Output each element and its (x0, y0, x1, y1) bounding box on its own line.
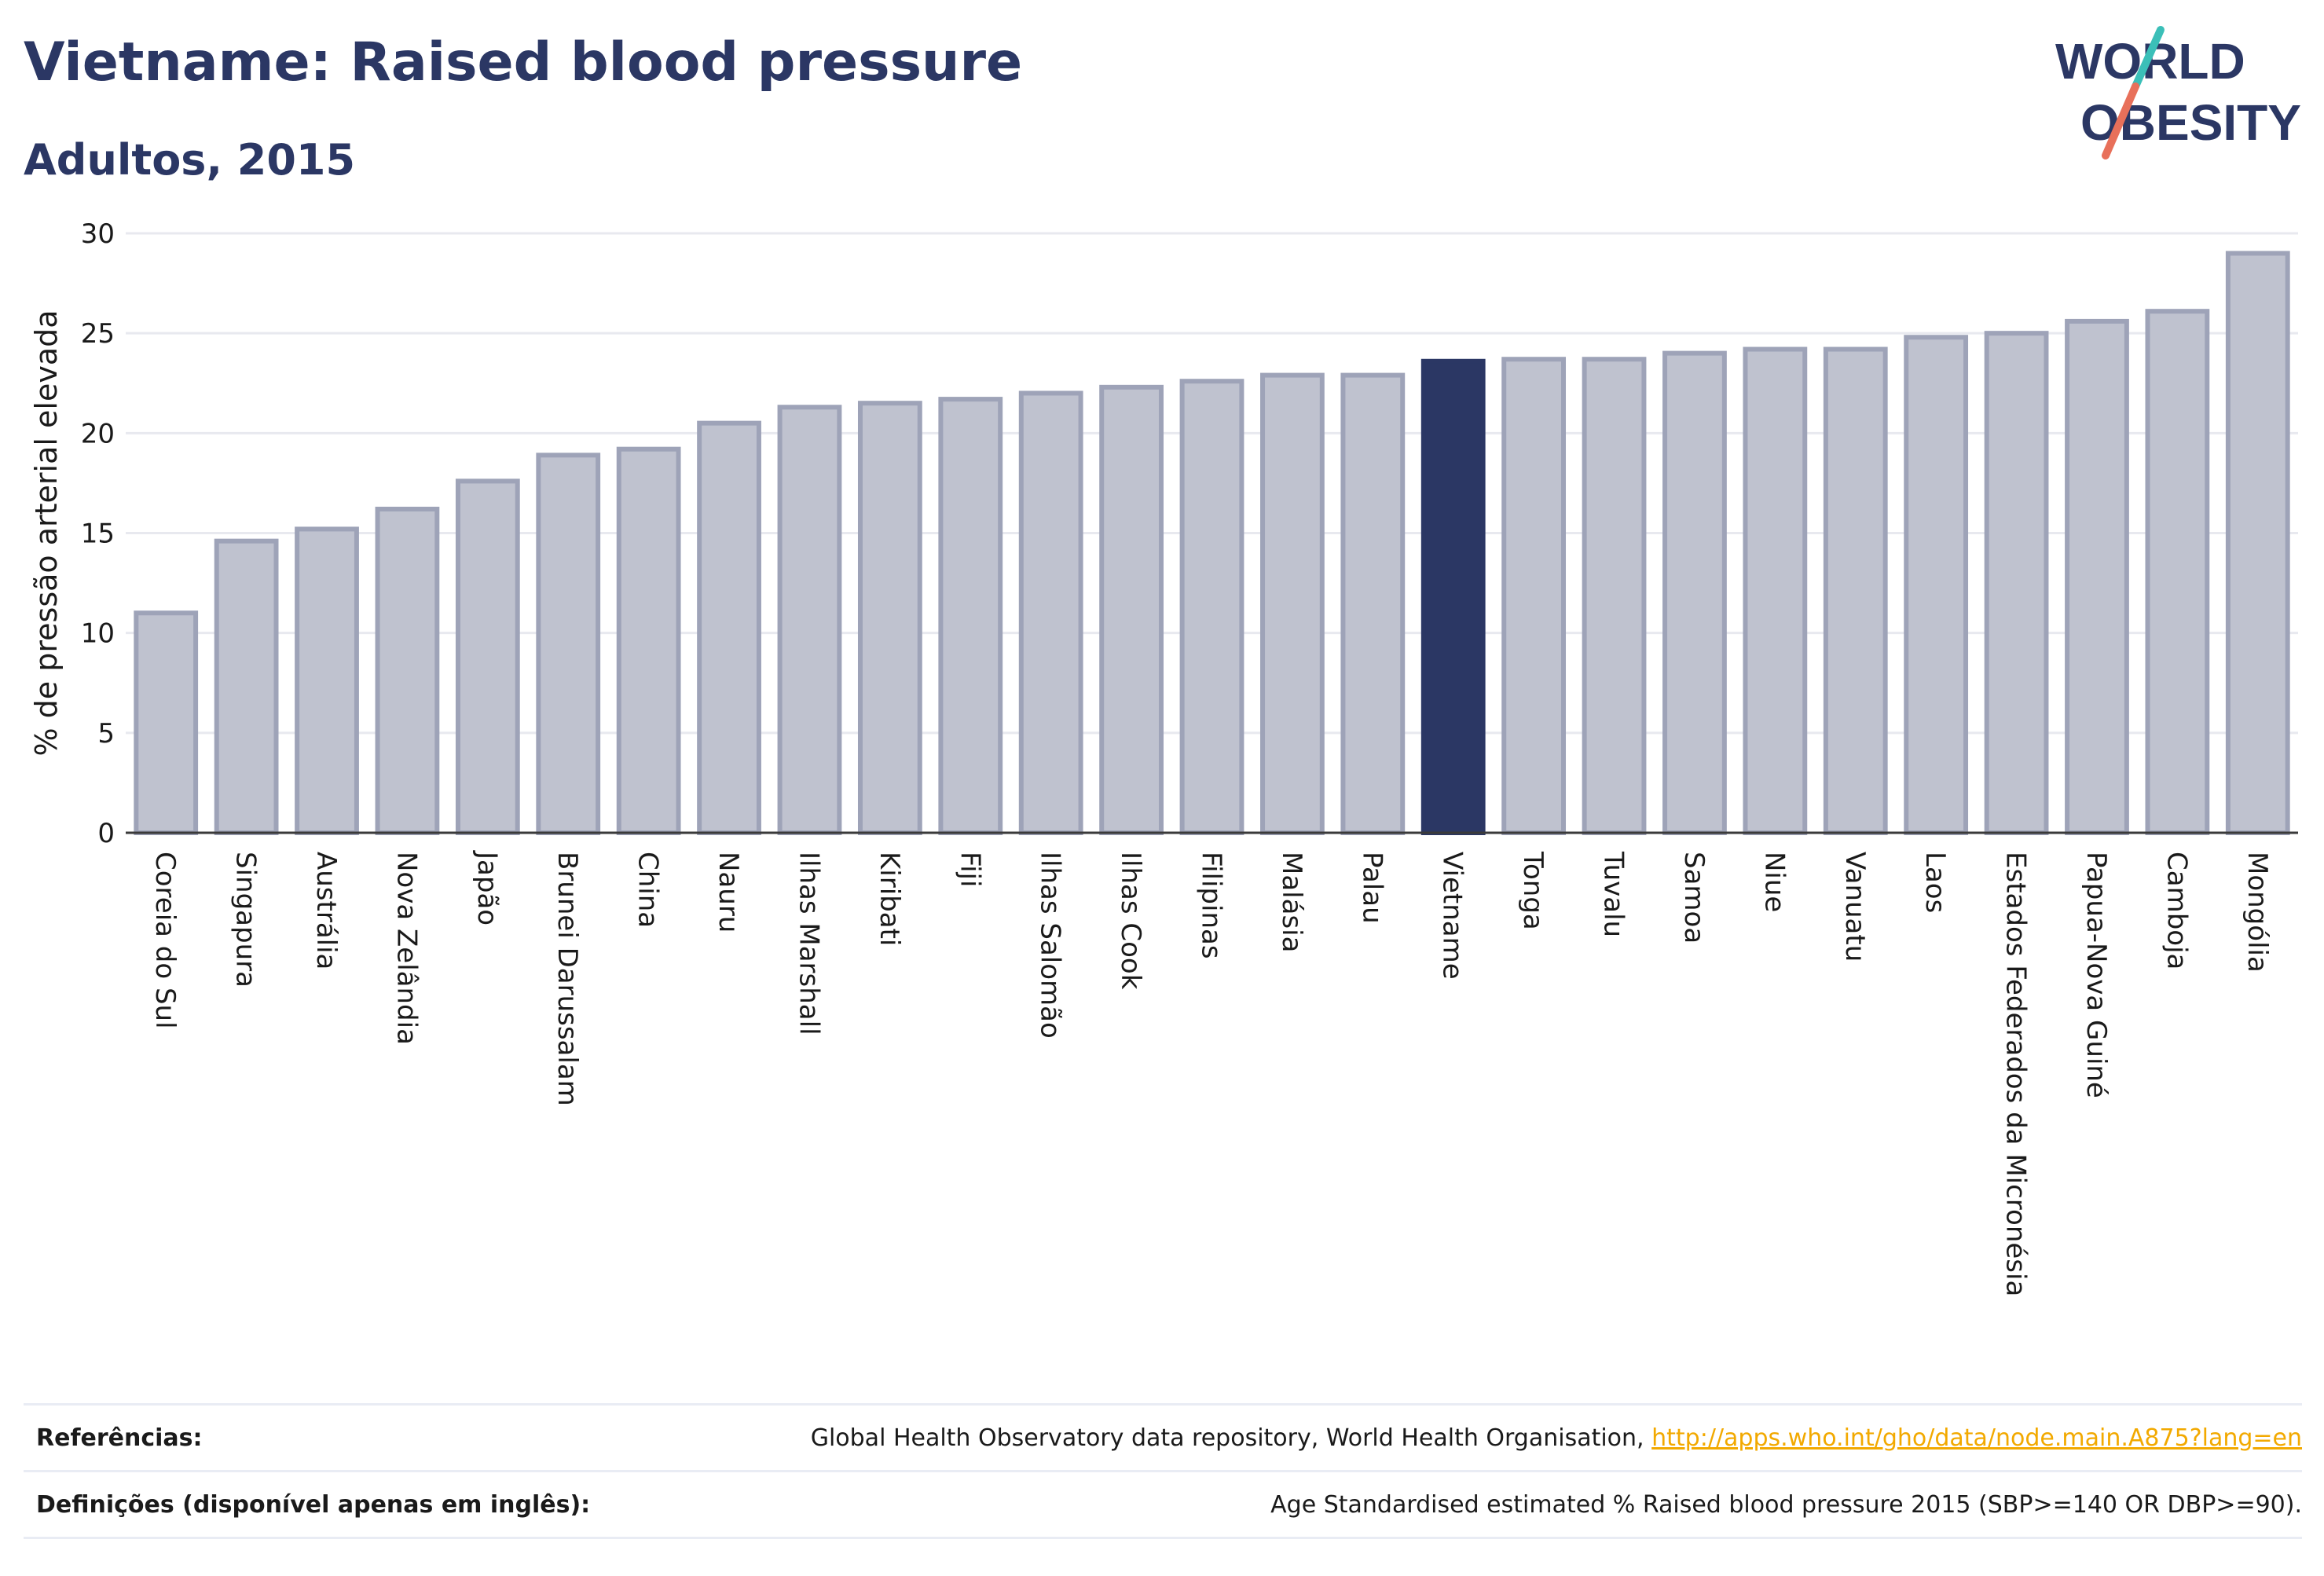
x-tick-label: Tonga (1517, 851, 1549, 930)
definitions-label: Definições (disponível apenas em inglês)… (36, 1490, 591, 1519)
bar (857, 401, 922, 835)
bar (616, 446, 681, 835)
bar (214, 538, 279, 835)
x-tick-label: Nova Zelândia (390, 852, 422, 1045)
references-label: Referências: (36, 1424, 203, 1452)
bar (697, 420, 761, 835)
bar (1662, 350, 1727, 836)
references-link[interactable]: http://apps.who.int/gho/data/node.main.A… (1651, 1424, 2302, 1452)
bar (455, 478, 520, 836)
bar (938, 397, 1003, 835)
bar (1340, 372, 1406, 835)
x-tick-label: Samoa (1678, 852, 1710, 944)
bar (1420, 358, 1486, 836)
x-tick-label: China (632, 852, 664, 928)
x-tick-label: Nauru (713, 852, 744, 933)
y-axis-label: % de pressão arterial elevada (29, 310, 64, 756)
x-tick-label: Ilhas Cook (1115, 852, 1146, 990)
references-text: Global Health Observatory data repositor… (810, 1424, 1644, 1452)
bar (1018, 390, 1083, 835)
bar (134, 610, 199, 835)
x-tick-label: Fiji (954, 852, 985, 887)
y-tick-label: 0 (97, 818, 115, 849)
y-tick-label: 20 (81, 418, 115, 449)
bar (1743, 346, 1808, 836)
definitions-row: Definições (disponível apenas em inglês)… (24, 1470, 2302, 1539)
y-tick-label: 30 (81, 218, 115, 250)
bar (1260, 372, 1325, 835)
x-tick-label: Vietname (1437, 852, 1468, 980)
x-tick-label: Tuvalu (1598, 851, 1629, 937)
bar (2145, 309, 2210, 835)
y-tick-label: 10 (81, 618, 115, 650)
x-tick-label: Kiribati (874, 852, 905, 946)
bar (2225, 251, 2290, 835)
x-tick-label: Vanuatu (1839, 852, 1871, 962)
x-tick-label: Filipinas (1196, 852, 1227, 959)
bar (1179, 379, 1244, 835)
y-tick-label: 5 (97, 718, 115, 750)
x-tick-label: Malásia (1276, 852, 1307, 952)
x-tick-label: Mongólia (2242, 852, 2273, 973)
x-tick-label: Austrália (310, 852, 342, 969)
logo-slash-bottom (2102, 82, 2139, 159)
bar (375, 506, 440, 835)
x-tick-label: Ilhas Marshall (793, 852, 824, 1035)
bar (295, 526, 359, 835)
bar (2065, 318, 2129, 835)
x-tick-label: Niue (1758, 852, 1790, 912)
x-tick-label: Ilhas Salomão (1035, 852, 1066, 1039)
x-tick-label: Palau (1356, 852, 1387, 924)
bar (1582, 357, 1647, 836)
bar (1904, 335, 1969, 835)
x-tick-label: Japão (471, 850, 503, 925)
chart-title: Vietname: Raised blood pressure (24, 31, 1023, 93)
y-tick-label: 15 (81, 519, 115, 550)
x-tick-label: Coreia do Sul (149, 852, 181, 1029)
x-tick-label: Singapura (230, 852, 262, 988)
x-tick-label: Brunei Darussalam (552, 852, 583, 1106)
x-tick-label: Estados Federados da Micronésia (2000, 852, 2032, 1296)
logo-slash-top (2132, 26, 2165, 90)
references-value: Global Health Observatory data repositor… (811, 1424, 2302, 1452)
bar (777, 405, 842, 835)
x-tick-label: Camboja (2161, 852, 2192, 969)
chart-subtitle: Adultos, 2015 (24, 135, 356, 185)
bar (536, 453, 601, 835)
bar (1099, 384, 1164, 835)
bar (1823, 346, 1888, 836)
references-row: Referências: Global Health Observatory d… (24, 1403, 2302, 1470)
references-table: Referências: Global Health Observatory d… (24, 1403, 2302, 1539)
bar (1501, 357, 1567, 836)
y-tick-label: 25 (81, 318, 115, 350)
bar-chart: 0 5 10 15 20 25 30 % de pressão arterial elevad… (29, 218, 2298, 1296)
world-obesity-logo: WORLD OBESITY (2055, 26, 2301, 159)
definitions-value: Age Standardised estimated % Raised bloo… (1270, 1490, 2302, 1519)
bar (1984, 331, 2049, 835)
x-tick-label: Laos (1919, 852, 1951, 913)
x-tick-label: Papua-Nova Guiné (2080, 852, 2112, 1098)
